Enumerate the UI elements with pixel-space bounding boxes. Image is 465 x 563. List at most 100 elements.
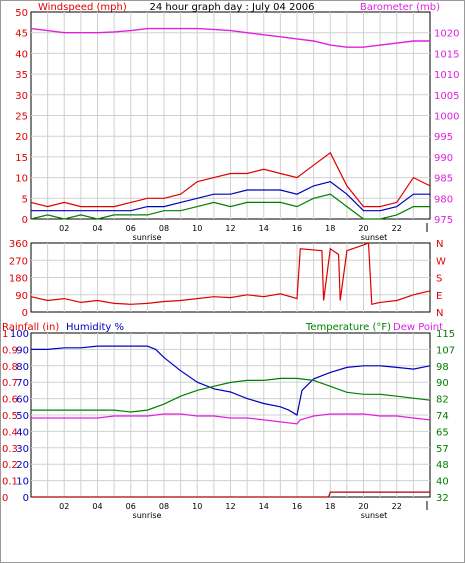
wind-grid bbox=[31, 12, 430, 219]
hour-tick-label: 04 bbox=[92, 502, 102, 511]
temperature-ticks: 32 40 48 57 65 74 82 90 98 107 115 bbox=[436, 329, 455, 504]
rainfall-tick-label: 0.1 bbox=[2, 477, 18, 488]
wind-right-ticks: 975 980 985 990 995 1000 1005 1010 1015 1020 bbox=[434, 29, 459, 226]
hour-tick-label: 16 bbox=[292, 502, 302, 511]
rain-humidity-temp-panel: Rainfall (in) Humidity % Temperature (°F… bbox=[2, 322, 455, 520]
barometer-axis-label: Barometer (mb) bbox=[360, 2, 440, 13]
windspeed-axis-label: Windspeed (mph) bbox=[38, 2, 127, 13]
rainfall-tick-label: 1 bbox=[2, 329, 8, 340]
temperature-axis-label: Temperature (°F) bbox=[305, 322, 391, 333]
gust-line bbox=[30, 151, 431, 208]
hour-tick-label: 22 bbox=[392, 224, 402, 233]
direction-tick-label: 270 bbox=[9, 256, 28, 267]
hour-tick-label: 20 bbox=[358, 502, 368, 511]
barometer-tick-label: 1000 bbox=[434, 112, 459, 123]
direction-series bbox=[30, 242, 431, 306]
humidity-ticks: 0 10 20 30 40 50 60 70 80 90 100 bbox=[10, 329, 29, 504]
humidity-tick-label: 30 bbox=[16, 444, 29, 455]
barometer-tick-label: 995 bbox=[434, 132, 453, 143]
wind-tick-label: 45 bbox=[15, 29, 28, 40]
wind-tick-label: 35 bbox=[15, 70, 28, 81]
barometer-tick-label: 1010 bbox=[434, 70, 459, 81]
wind-tick-label: 20 bbox=[15, 132, 28, 143]
barometer-tick-label: 1005 bbox=[434, 91, 459, 102]
hour-tick-label: 02 bbox=[59, 502, 69, 511]
wind_low-line bbox=[30, 193, 430, 220]
wind-hour-labels: 02 04 06 08 10 12 14 16 18 20 22 bbox=[59, 223, 428, 233]
humidity-tick-label: 100 bbox=[10, 329, 29, 340]
direction-grid bbox=[31, 243, 430, 312]
rainfall-ticks: 0 0.1 0.2 0.3 0.4 0.5 0.6 0.7 0.8 0.9 1 bbox=[2, 329, 18, 504]
barometer-line bbox=[30, 27, 430, 48]
compass-tick-label: N bbox=[436, 239, 443, 250]
barometer-tick-label: 975 bbox=[434, 215, 453, 226]
wind-tick-label: 10 bbox=[15, 174, 28, 185]
direction-line bbox=[30, 242, 431, 306]
temperature-tick-label: 32 bbox=[436, 493, 449, 504]
wind-tick-label: 50 bbox=[15, 8, 28, 19]
hour-tick-label: 22 bbox=[392, 502, 402, 511]
temperature-tick-label: 107 bbox=[436, 345, 455, 356]
rainfall-tick-label: 0.4 bbox=[2, 427, 18, 438]
dew_point-line bbox=[31, 413, 431, 425]
temperature-tick-label: 98 bbox=[436, 362, 449, 373]
hour-tick-label: 10 bbox=[192, 502, 202, 511]
rainfall-tick-label: 0.6 bbox=[2, 395, 18, 406]
wind-tick-label: 30 bbox=[15, 91, 28, 102]
direction-tick-label: 180 bbox=[9, 274, 28, 285]
compass-tick-label: E bbox=[436, 291, 442, 302]
direction-tick-label: 360 bbox=[9, 239, 28, 250]
rainfall-tick-label: 0.3 bbox=[2, 444, 18, 455]
hour-tick-label: 16 bbox=[292, 224, 302, 233]
chart-title: 24 hour graph day : July 04 2006 bbox=[149, 2, 314, 13]
humidity-tick-label: 60 bbox=[16, 395, 29, 406]
humidity-tick-label: 20 bbox=[16, 460, 29, 471]
humidity-tick-label: 80 bbox=[16, 362, 29, 373]
rain-series bbox=[31, 345, 431, 498]
hour-tick-label: 20 bbox=[358, 224, 368, 233]
hour-tick-label: 18 bbox=[325, 224, 335, 233]
sunset-label-2: sunset bbox=[361, 511, 388, 520]
wind-tick-label: 15 bbox=[15, 153, 28, 164]
hour-tick-label: 14 bbox=[259, 224, 269, 233]
wind_avg-line bbox=[31, 181, 430, 212]
temperature-tick-label: 40 bbox=[436, 477, 449, 488]
wind-tick-label: 0 bbox=[22, 215, 28, 226]
hour-tick-label: 02 bbox=[59, 224, 69, 233]
wind-left-ticks: 0 5 10 15 20 25 30 35 40 45 50 bbox=[15, 8, 28, 226]
temperature-line bbox=[31, 377, 431, 413]
rain-hour-labels: 02 04 06 08 10 12 14 16 18 20 22 bbox=[59, 501, 428, 511]
temperature-tick-label: 65 bbox=[436, 427, 449, 438]
compass-tick-label: S bbox=[436, 274, 442, 285]
wind-series bbox=[30, 27, 431, 220]
barometer-tick-label: 980 bbox=[434, 194, 453, 205]
humidity-tick-label: 50 bbox=[16, 411, 29, 422]
humidity-line bbox=[31, 345, 431, 416]
hour-tick-label: 18 bbox=[325, 502, 335, 511]
humidity-axis-label: Humidity % bbox=[66, 322, 124, 333]
direction-tick-label: 90 bbox=[15, 291, 28, 302]
compass-tick-label: N bbox=[436, 308, 443, 319]
barometer-tick-label: 990 bbox=[434, 153, 453, 164]
wind-barometer-panel: Windspeed (mph) 24 hour graph day : July… bbox=[15, 2, 459, 242]
humidity-tick-label: 70 bbox=[16, 378, 29, 389]
barometer-tick-label: 1015 bbox=[434, 49, 459, 60]
rainfall-tick-label: 0.7 bbox=[2, 378, 18, 389]
humidity-tick-label: 0 bbox=[23, 493, 29, 504]
rainfall-tick-label: 0.5 bbox=[2, 411, 18, 422]
rainfall-line bbox=[31, 491, 430, 498]
hour-tick-label: 08 bbox=[159, 502, 169, 511]
temperature-tick-label: 82 bbox=[436, 395, 449, 406]
compass-tick-label: W bbox=[436, 256, 446, 267]
hour-tick-label: 12 bbox=[225, 224, 235, 233]
hour-tick-label: 14 bbox=[259, 502, 269, 511]
hour-tick-label: 08 bbox=[159, 224, 169, 233]
humidity-tick-label: 90 bbox=[16, 345, 29, 356]
hour-tick-label: 10 bbox=[192, 224, 202, 233]
hour-tick-label: 12 bbox=[225, 502, 235, 511]
direction-left-ticks: 0 90 180 270 360 bbox=[9, 239, 28, 319]
hour-tick-label: 04 bbox=[92, 224, 102, 233]
wind-tick-label: 5 bbox=[22, 194, 28, 205]
